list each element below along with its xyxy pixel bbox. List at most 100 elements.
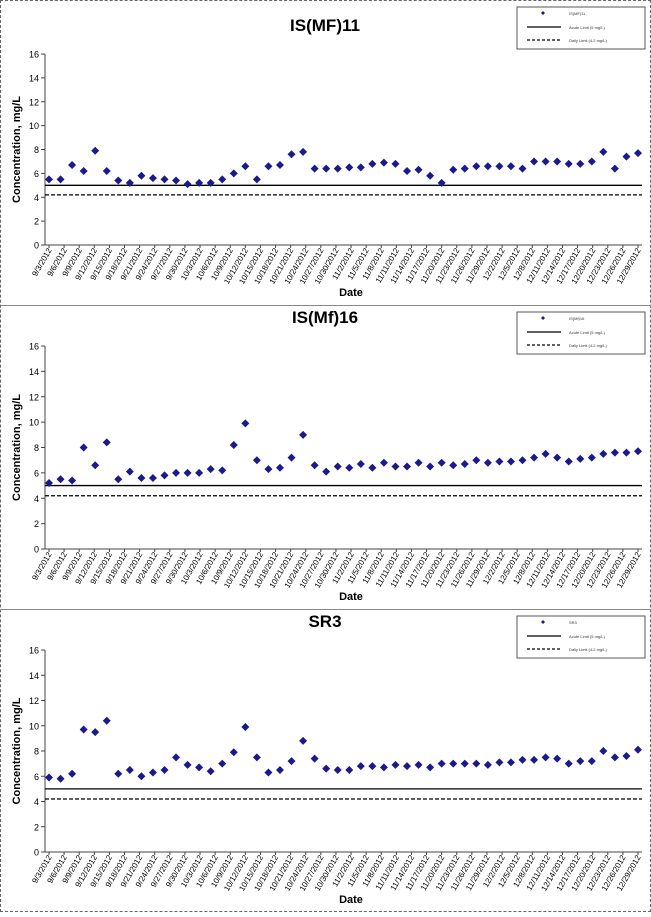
data-point <box>206 178 215 187</box>
data-point <box>379 763 388 772</box>
data-point <box>379 458 388 467</box>
data-point <box>610 448 619 457</box>
y-tick-label: 14 <box>29 671 39 681</box>
chart-title: SR3 <box>308 612 341 631</box>
data-point <box>518 164 527 173</box>
data-point <box>79 443 88 452</box>
data-point <box>472 456 481 465</box>
data-point <box>610 164 619 173</box>
data-point <box>564 457 573 466</box>
y-tick-label: 14 <box>29 73 39 83</box>
data-point <box>483 162 492 171</box>
data-point <box>195 178 204 187</box>
data-point <box>333 164 342 173</box>
data-point <box>460 164 469 173</box>
legend-box <box>516 615 646 659</box>
legend-entry-label: Daily Limit (4.2 mg/L) <box>569 343 607 348</box>
data-point <box>437 458 446 467</box>
data-point <box>310 754 319 763</box>
chart-title: IS(Mf)16 <box>292 308 358 327</box>
legend-entry-label: Acute Limit (5 mg/L) <box>569 330 605 335</box>
data-point <box>172 176 181 185</box>
y-tick-label: 8 <box>34 443 39 453</box>
data-point <box>68 476 77 485</box>
data-point <box>322 764 331 773</box>
data-point <box>599 747 608 755</box>
y-tick-label: 14 <box>29 367 39 377</box>
data-point <box>275 765 284 774</box>
data-point <box>229 169 238 178</box>
data-point <box>530 755 539 764</box>
data-point <box>599 147 608 156</box>
data-point <box>426 462 435 471</box>
data-point <box>541 753 550 762</box>
data-point <box>518 755 527 764</box>
data-point <box>195 763 204 772</box>
data-point <box>634 447 642 456</box>
data-point <box>460 759 469 768</box>
data-point <box>68 161 77 170</box>
data-point <box>553 754 562 763</box>
data-point <box>426 171 435 180</box>
data-point <box>553 453 562 462</box>
data-point <box>599 449 608 458</box>
data-point <box>229 748 238 757</box>
data-point <box>56 175 65 184</box>
y-tick-label: 4 <box>34 797 39 807</box>
data-point <box>368 463 377 472</box>
data-point <box>172 753 181 762</box>
data-point <box>345 463 354 472</box>
chart-panel-is-mf-11: IS(MF)11 0 2 4 6 8 10 12 14 16 Concentration, mg/L… <box>2 1 651 305</box>
data-point <box>287 453 296 462</box>
legend-entry-label: Acute Limit (5 mg/L) <box>569 25 605 30</box>
data-point <box>252 175 261 184</box>
y-tick-label: 2 <box>34 217 39 227</box>
data-point <box>102 716 111 725</box>
y-tick-label: 4 <box>34 193 39 203</box>
y-tick-label: 10 <box>29 721 39 731</box>
data-point <box>368 762 377 771</box>
data-point <box>622 448 631 457</box>
y-tick-label: 16 <box>29 342 39 352</box>
legend-marker <box>541 11 545 15</box>
data-point <box>218 759 227 768</box>
data-point <box>414 165 423 174</box>
x-axis-label: Date <box>339 894 363 906</box>
data-point <box>472 759 481 768</box>
chart-title: IS(MF)11 <box>290 16 360 35</box>
data-point <box>275 161 284 170</box>
data-point <box>564 159 573 168</box>
data-point <box>472 162 481 171</box>
legend-entry-label: SR3 <box>569 620 578 625</box>
data-point <box>345 163 354 172</box>
data-point <box>137 772 146 781</box>
panel-divider <box>1 305 651 306</box>
data-point <box>414 760 423 769</box>
data-point <box>356 762 365 771</box>
data-point <box>391 159 400 168</box>
data-point <box>218 466 227 475</box>
legend-box <box>516 311 646 355</box>
data-point <box>403 762 412 771</box>
data-point <box>241 419 250 428</box>
y-tick-label: 10 <box>29 418 39 428</box>
y-tick-label: 10 <box>29 121 39 131</box>
data-point <box>264 465 273 474</box>
y-tick-label: 8 <box>34 145 39 155</box>
data-point <box>241 723 250 732</box>
y-tick-label: 2 <box>34 519 39 529</box>
data-point <box>206 767 215 776</box>
y-tick-label: 0 <box>34 241 39 251</box>
data-point <box>426 763 435 772</box>
data-point <box>137 171 146 180</box>
data-point <box>391 462 400 471</box>
data-point <box>460 459 469 468</box>
data-point <box>45 175 53 184</box>
data-point <box>403 462 412 471</box>
data-point <box>634 149 642 158</box>
data-point <box>102 438 111 447</box>
data-point <box>299 147 308 156</box>
legend-marker <box>541 316 545 320</box>
y-tick-label: 8 <box>34 747 39 757</box>
